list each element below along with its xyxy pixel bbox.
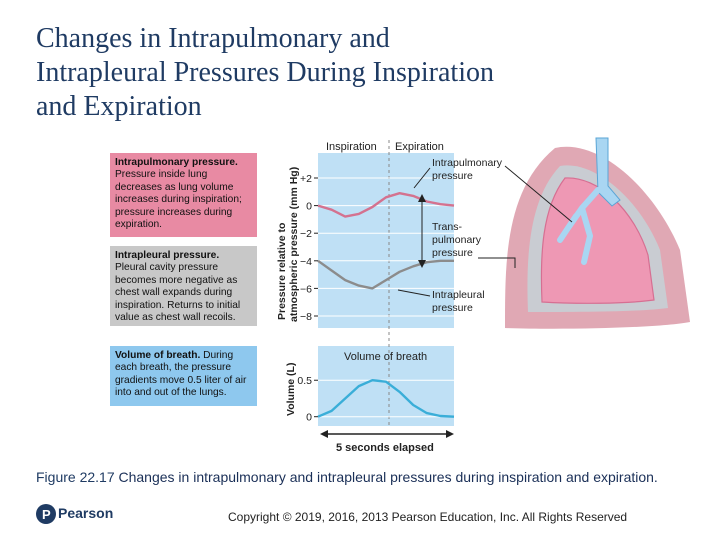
annot-transpulmonary-2: pulmonary xyxy=(432,234,482,246)
series-line-0 xyxy=(317,192,455,218)
y-tick-label: 0 xyxy=(306,201,312,213)
volume-gridlines xyxy=(318,379,454,418)
volume-box: Volume of breath. During each breath, th… xyxy=(110,346,257,406)
pressure-y-ticks: +2 0 −2 −4 −6 −8 xyxy=(300,173,318,323)
annot-intrapleural-1: Intrapleural xyxy=(432,289,485,301)
y-tick-label: +2 xyxy=(300,173,312,185)
phase-inspiration: Inspiration xyxy=(326,141,377,153)
arrowhead-down xyxy=(418,260,426,268)
time-arrowhead-right xyxy=(446,430,454,438)
lung-leader-2 xyxy=(478,257,516,268)
time-label: 5 seconds elapsed xyxy=(336,442,434,454)
pearson-logo-icon xyxy=(36,504,56,524)
annot-transpulmonary-3: pressure xyxy=(432,247,473,259)
intrapleural-heading: Intrapleural pressure. xyxy=(115,250,220,261)
pearson-logo-glyph: P xyxy=(42,507,51,522)
annot-intrapulmonary-1: Intrapulmonary xyxy=(432,157,503,169)
arrowhead-up xyxy=(418,194,426,202)
volume-plot-bg xyxy=(318,346,454,426)
y-tick-label: 0 xyxy=(306,412,312,424)
title-line-2: Intrapleural Pressures During Inspiratio… xyxy=(36,57,494,88)
lung-leader-1 xyxy=(504,165,573,223)
title-line-1: Changes in Intrapulmonary and xyxy=(36,23,390,54)
y-tick-label: −4 xyxy=(300,256,312,268)
intrapulmonary-text: Pressure inside lung decreases as lung v… xyxy=(115,169,242,231)
title-line-3: and Expiration xyxy=(36,91,202,122)
time-arrowhead-left xyxy=(320,430,328,438)
annot-intrapulmonary-leader xyxy=(413,167,431,189)
y-tick-label: −6 xyxy=(300,283,312,295)
y-tick-label: 0.5 xyxy=(297,375,312,387)
phase-expiration: Expiration xyxy=(395,141,444,153)
volume-ylabel: Volume (L) xyxy=(285,363,297,416)
pressure-ylabel-line2: atmospheric pressure (mm Hg) xyxy=(288,167,300,322)
pearson-logo-text: Pearson xyxy=(58,505,114,521)
volume-series xyxy=(317,379,455,418)
annot-intrapleural-leader xyxy=(397,289,431,297)
intrapulmonary-heading: Intrapulmonary pressure. xyxy=(115,157,238,168)
volume-title: Volume of breath xyxy=(344,351,427,363)
bronchi xyxy=(557,187,601,265)
annot-transpulmonary-1: Trans- xyxy=(432,221,462,233)
lung-illustration xyxy=(478,137,690,329)
y-tick-label: −2 xyxy=(300,228,312,240)
caption-text: Changes in intrapulmonary and intrapleur… xyxy=(118,469,658,485)
annot-intrapleural-2: pressure xyxy=(432,302,473,314)
annot-intrapulmonary-2: pressure xyxy=(432,170,473,182)
copyright: Copyright © 2019, 2016, 2013 Pearson Edu… xyxy=(228,510,628,524)
intrapleural-box: Intrapleural pressure. Pleural cavity pr… xyxy=(110,246,257,326)
volume-y-ticks: 0.50 xyxy=(297,375,318,424)
volume-text: During each breath, the pressure gradien… xyxy=(115,350,247,399)
slide-title: Changes in Intrapulmonary and Intrapleur… xyxy=(36,22,696,130)
intrapulmonary-box: Intrapulmonary pressure. Pressure inside… xyxy=(110,153,257,237)
figure-caption: Figure 22.17 Changes in intrapulmonary a… xyxy=(36,468,686,486)
pressure-ylabel-line1: Pressure relative to xyxy=(276,223,288,320)
intrapleural-text: Pleural cavity pressure becomes more neg… xyxy=(115,262,241,324)
y-tick-label: −8 xyxy=(300,311,312,323)
caption-label: Figure 22.17 xyxy=(36,469,115,485)
volume-heading: Volume of breath. xyxy=(115,350,201,361)
series-line-0 xyxy=(317,379,455,418)
pressure-series xyxy=(317,192,455,290)
pressure-plot-bg xyxy=(318,153,454,328)
series-line-1 xyxy=(317,259,454,290)
